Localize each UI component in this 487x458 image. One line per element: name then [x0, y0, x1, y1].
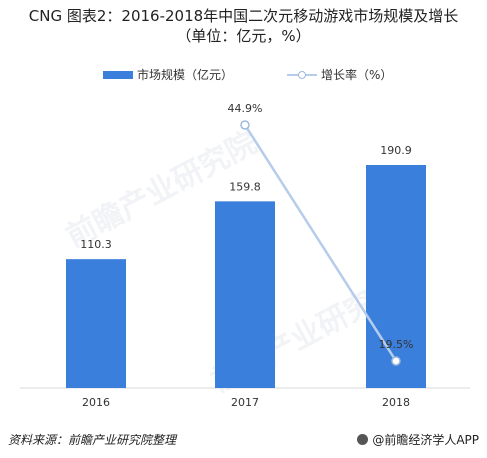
bar-value-label: 110.3 [80, 238, 112, 251]
bar-2017 [215, 201, 275, 388]
brand-credit: @前瞻经济学人APP [357, 431, 479, 448]
legend-item-line: 增长率（%） [287, 66, 392, 83]
brand-text: @前瞻经济学人APP [372, 433, 479, 447]
legend-bar-label: 市场规模（亿元） [137, 68, 234, 82]
brand-logo-icon [357, 434, 369, 445]
bar-value-label: 159.8 [229, 180, 261, 193]
legend-line-swatch [287, 70, 317, 80]
growth-rate-marker [391, 356, 401, 366]
growth-rate-marker [240, 120, 250, 130]
bar-2016 [66, 259, 126, 388]
chart-subtitle: （单位：亿元，%） [176, 27, 311, 45]
legend-item-bar: 市场规模（亿元） [103, 66, 233, 83]
bar-value-label: 190.9 [380, 144, 412, 157]
chart-title: CNG 图表2：2016-2018年中国二次元移动游戏市场规模及增长 [28, 7, 459, 25]
x-tick-label: 2017 [231, 396, 259, 409]
x-tick-label: 2018 [382, 396, 410, 409]
legend-line-label: 增长率（%） [321, 68, 393, 82]
legend-bar-swatch [103, 70, 133, 79]
growth-rate-label: 44.9% [228, 102, 263, 115]
source-note: 资料来源：前瞻产业研究院整理 [8, 433, 177, 447]
x-tick-label: 2016 [82, 396, 110, 409]
bar-2018 [366, 165, 426, 388]
legend: 市场规模（亿元） 增长率（%） [0, 66, 487, 84]
growth-rate-line [243, 124, 398, 362]
growth-rate-label: 19.5% [379, 338, 414, 351]
